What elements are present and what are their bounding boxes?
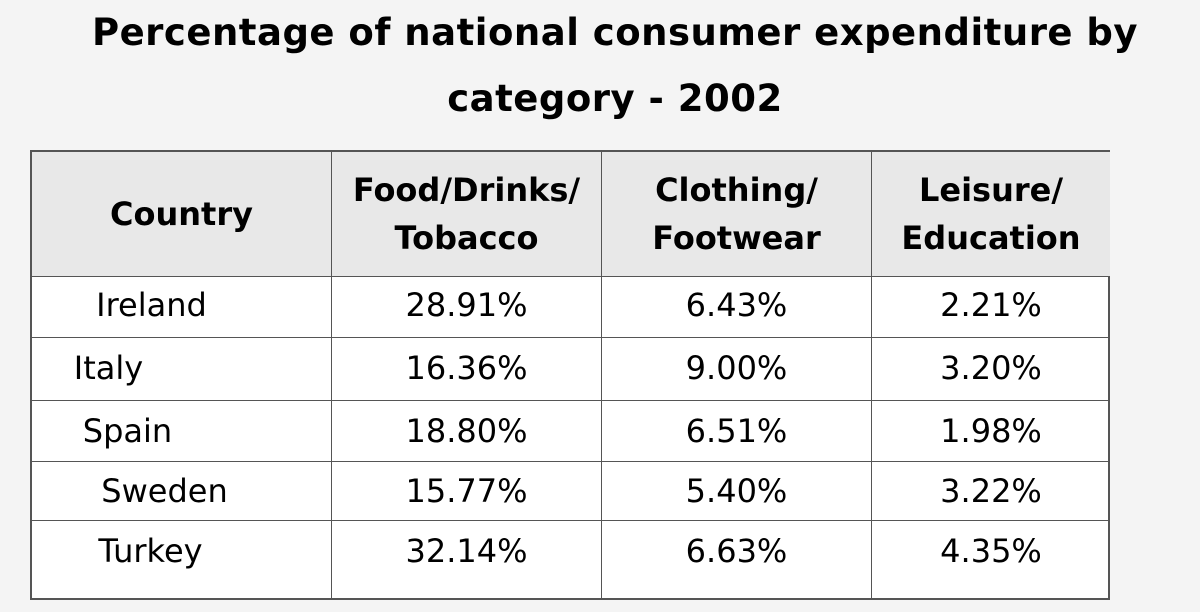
percentage: 6.51%: [685, 412, 788, 450]
column-header: Country: [110, 195, 253, 233]
percentage: 9.00%: [685, 349, 788, 387]
percentage: 3.22%: [940, 472, 1042, 510]
table-cell: Turkey: [32, 521, 332, 600]
table-cell: Italy: [32, 338, 332, 401]
header-cell: Food/Drinks/ Tobacco: [332, 152, 602, 277]
percentage: 28.91%: [405, 286, 528, 324]
percentage: 4.35%: [940, 532, 1042, 570]
table-cell: Ireland: [32, 277, 332, 338]
percentage: 15.77%: [405, 472, 528, 510]
table-cell: 6.43%: [602, 277, 872, 338]
percentage: 3.20%: [940, 349, 1042, 387]
country-name: Spain: [82, 412, 173, 450]
percentage: 16.36%: [405, 349, 528, 387]
percentage: 6.43%: [685, 286, 788, 324]
table: Country Food/Drinks/ Tobacco Clothing/ Foo…: [30, 150, 1110, 600]
table-cell: 2.21%: [872, 277, 1110, 338]
table-cell: 32.14%: [332, 521, 602, 600]
country-name: Sweden: [101, 472, 228, 510]
table-cell: Sweden: [32, 462, 332, 521]
table-cell: 6.63%: [602, 521, 872, 600]
table-cell: 3.22%: [872, 462, 1110, 521]
percentage: 32.14%: [405, 532, 528, 570]
percentage: 5.40%: [685, 472, 788, 510]
column-header: Clothing/ Footwear: [652, 171, 821, 257]
table-cell: 5.40%: [602, 462, 872, 521]
country-name: Ireland: [96, 286, 207, 324]
column-header: Leisure/ Education: [901, 171, 1081, 257]
header-cell: Clothing/ Footwear: [602, 152, 872, 277]
percentage: 1.98%: [940, 412, 1042, 450]
header-cell: Country: [32, 152, 332, 277]
table-cell: Spain: [32, 401, 332, 462]
percentage: 18.80%: [405, 412, 528, 450]
table-cell: 16.36%: [332, 338, 602, 401]
table-cell: 4.35%: [872, 521, 1110, 600]
column-header: Food/Drinks/ Tobacco: [352, 171, 581, 257]
table-cell: 6.51%: [602, 401, 872, 462]
table-cell: 28.91%: [332, 277, 602, 338]
title: Percentage of national consumer expendit…: [91, 11, 1139, 120]
table-cell: 1.98%: [872, 401, 1110, 462]
table-cell: 15.77%: [332, 462, 602, 521]
percentage: 6.63%: [685, 532, 788, 570]
percentage: 2.21%: [940, 286, 1042, 324]
country-name: Italy: [73, 349, 144, 387]
country-name: Turkey: [98, 532, 203, 570]
header-cell: Leisure/ Education: [872, 152, 1110, 277]
table-cell: 3.20%: [872, 338, 1110, 401]
table-cell: 18.80%: [332, 401, 602, 462]
table-cell: 9.00%: [602, 338, 872, 401]
